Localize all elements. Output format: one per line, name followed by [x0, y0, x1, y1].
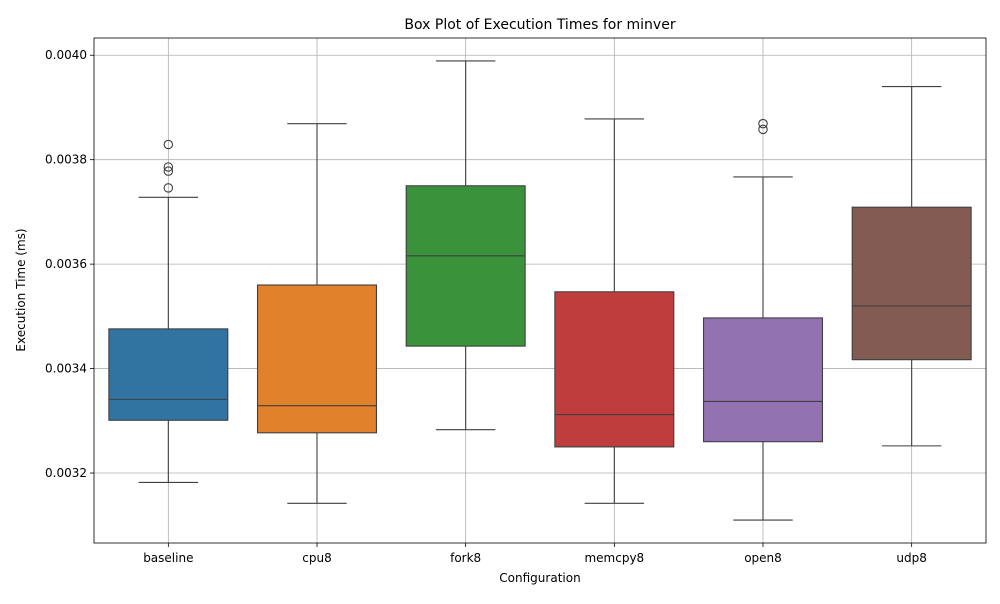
- box-body: [702, 317, 824, 443]
- outlier-point: [163, 162, 174, 172]
- x-tick-label: open8: [744, 551, 782, 565]
- x-tick-label: fork8: [450, 551, 481, 565]
- outlier-point: [758, 118, 768, 129]
- y-tick-label: 0.0036: [45, 257, 87, 271]
- box-udp8: [851, 86, 972, 447]
- box-body: [108, 328, 229, 421]
- box-baseline: [108, 139, 229, 483]
- box-body: [256, 284, 378, 434]
- tick-layer: 0.0032 0.0034 0.0036 0.0038 0.0040 baseline cp…: [45, 48, 927, 565]
- outlier-point: [163, 166, 174, 176]
- chart-title: Box Plot of Execution Times for minver: [404, 17, 675, 33]
- y-tick-label: 0.0032: [45, 466, 87, 480]
- outlier-point: [163, 139, 174, 150]
- box-cpu8: [256, 123, 378, 504]
- y-axis-label: Execution Time (ms): [14, 228, 28, 351]
- box-body: [554, 291, 675, 448]
- outlier-point: [758, 124, 768, 135]
- x-tick-label: baseline: [143, 551, 193, 565]
- x-tick-label: cpu8: [302, 551, 331, 565]
- box-fork8: [405, 60, 526, 431]
- box-memcpy8: [554, 118, 675, 504]
- y-tick-label: 0.0034: [45, 362, 87, 376]
- box-body: [851, 206, 972, 361]
- y-tick-label: 0.0038: [45, 153, 87, 167]
- y-tick-label: 0.0040: [45, 48, 87, 62]
- plot-frame: [93, 37, 987, 544]
- x-tick-label: udp8: [896, 551, 926, 565]
- x-tick-label: memcpy8: [584, 551, 644, 565]
- box-layer: [108, 60, 972, 521]
- box-body: [405, 185, 526, 347]
- box-open8: [702, 118, 824, 521]
- x-axis-label: Configuration: [499, 571, 580, 585]
- outlier-point: [163, 183, 174, 193]
